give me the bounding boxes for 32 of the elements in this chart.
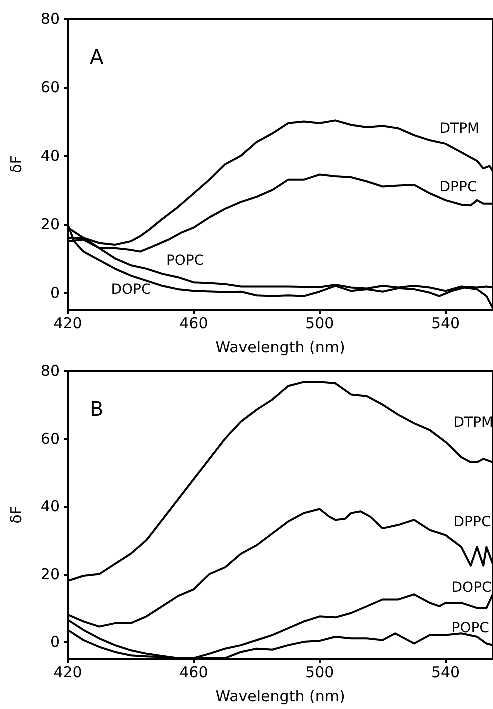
series-label: DTPM [440,120,480,137]
y-tick-label: 40 [40,498,60,516]
x-tick-label: 420 [54,314,82,332]
series-label: DPPC [440,179,478,196]
y-axis-title: δF [8,506,26,524]
x-tick-label: 540 [431,664,460,682]
x-tick-label: 460 [180,664,208,682]
y-axis-title: δF [8,156,26,174]
y-tick-label: 60 [40,430,60,448]
y-tick-label: 40 [40,146,60,165]
annotation: B [90,397,104,421]
series-label: DOPC [111,282,152,298]
y-tick-label: 60 [40,78,60,96]
y-tick-label: 80 [40,362,60,380]
series-label: POPC [452,620,490,636]
x-tick-label: 500 [306,664,334,682]
x-tick-label: 500 [306,314,334,332]
series-label: DTPM [454,415,493,432]
x-axis-title: Wavelength (nm) [216,338,346,356]
y-tick-label: 0 [50,284,60,302]
y-tick-label: 80 [40,10,60,28]
annotation: A [90,45,104,69]
x-tick-label: 460 [180,314,208,332]
x-tick-label: 540 [431,314,460,332]
y-tick-label: 20 [40,565,60,584]
x-tick-label: 420 [54,664,82,682]
series-label: DPPC [454,514,492,530]
y-tick-label: 20 [40,215,60,234]
series-label: DOPC [452,580,492,596]
y-tick-label: 0 [50,633,60,652]
series-label: POPC [166,253,204,270]
x-axis-title: Wavelength (nm) [216,688,346,706]
